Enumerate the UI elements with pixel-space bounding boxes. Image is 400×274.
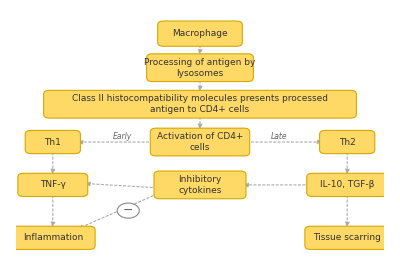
Text: Late: Late xyxy=(271,132,288,141)
FancyBboxPatch shape xyxy=(18,173,88,196)
Text: Inhibitory
cytokines: Inhibitory cytokines xyxy=(178,175,222,195)
FancyBboxPatch shape xyxy=(320,130,375,154)
FancyBboxPatch shape xyxy=(44,90,356,118)
Text: Processing of antigen by
lysosomes: Processing of antigen by lysosomes xyxy=(144,58,256,78)
FancyBboxPatch shape xyxy=(154,171,246,199)
Circle shape xyxy=(117,203,139,218)
FancyBboxPatch shape xyxy=(305,226,390,249)
Text: Activation of CD4+
cells: Activation of CD4+ cells xyxy=(157,132,243,152)
FancyBboxPatch shape xyxy=(147,54,253,82)
FancyBboxPatch shape xyxy=(10,226,95,249)
Text: Th2: Th2 xyxy=(339,138,356,147)
FancyBboxPatch shape xyxy=(158,21,242,46)
Text: Macrophage: Macrophage xyxy=(172,29,228,38)
Text: −: − xyxy=(123,204,134,217)
Text: TNF-γ: TNF-γ xyxy=(40,180,66,189)
FancyBboxPatch shape xyxy=(25,130,80,154)
Text: Th1: Th1 xyxy=(44,138,61,147)
Text: Early: Early xyxy=(113,132,132,141)
Text: IL-10, TGF-β: IL-10, TGF-β xyxy=(320,180,374,189)
Text: Tissue scarring: Tissue scarring xyxy=(313,233,381,242)
Text: Inflammation: Inflammation xyxy=(23,233,83,242)
Text: Class II histocompatibility molecules presents processed
antigen to CD4+ cells: Class II histocompatibility molecules pr… xyxy=(72,94,328,114)
FancyBboxPatch shape xyxy=(150,128,250,156)
FancyBboxPatch shape xyxy=(307,173,388,196)
